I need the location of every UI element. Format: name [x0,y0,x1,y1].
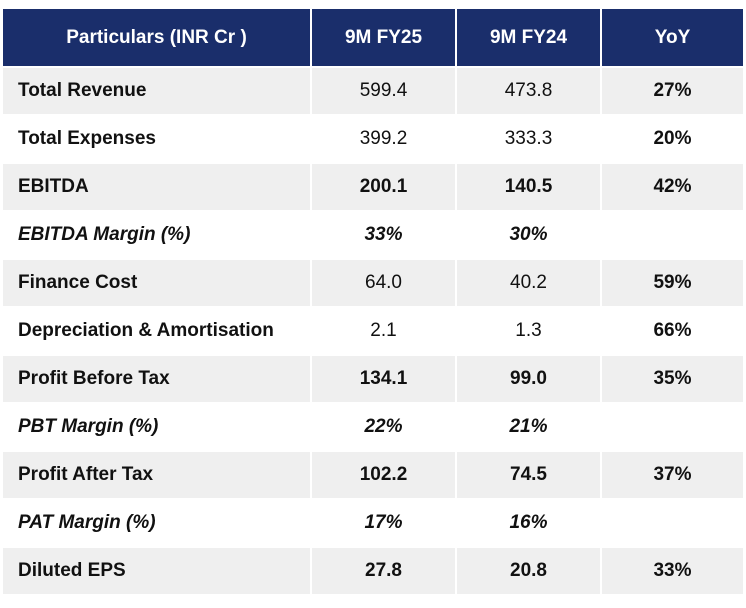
value-9m-fy24: 333.3 [456,114,602,164]
value-yoy: 37% [601,450,743,500]
table-header-row: Particulars (INR Cr ) 9M FY25 9M FY24 Yo… [3,9,743,67]
value-9m-fy25: 33% [311,210,457,260]
row-label: PAT Margin (%) [3,498,312,548]
value-yoy: 20% [601,114,743,164]
value-9m-fy25: 102.2 [311,450,457,500]
value-9m-fy24: 473.8 [456,66,602,116]
value-yoy: 35% [601,354,743,404]
value-yoy: 66% [601,306,743,356]
row-label: Total Revenue [3,66,312,116]
value-yoy: 59% [601,258,743,308]
row-label: Finance Cost [3,258,312,308]
table-row-depreciation-amortisation: Depreciation & Amortisation 2.1 1.3 66% [3,306,743,356]
header-yoy: YoY [601,9,743,67]
row-label: Total Expenses [3,114,312,164]
value-9m-fy25: 27.8 [311,546,457,596]
value-9m-fy25: 64.0 [311,258,457,308]
value-9m-fy24: 1.3 [456,306,602,356]
value-9m-fy24: 30% [456,210,602,260]
table-row-pbt-margin: PBT Margin (%) 22% 21% [3,402,743,452]
row-label: Diluted EPS [3,546,312,596]
value-yoy: 42% [601,162,743,212]
header-9m-fy25: 9M FY25 [311,9,457,67]
table-row-profit-before-tax: Profit Before Tax 134.1 99.0 35% [3,354,743,404]
value-9m-fy24: 16% [456,498,602,548]
table-row-profit-after-tax: Profit After Tax 102.2 74.5 37% [3,450,743,500]
table-row-ebitda-margin: EBITDA Margin (%) 33% 30% [3,210,743,260]
value-9m-fy25: 17% [311,498,457,548]
value-9m-fy25: 599.4 [311,66,457,116]
value-9m-fy24: 21% [456,402,602,452]
table-row-total-revenue: Total Revenue 599.4 473.8 27% [3,66,743,116]
value-yoy: 33% [601,546,743,596]
value-9m-fy25: 134.1 [311,354,457,404]
table-row-finance-cost: Finance Cost 64.0 40.2 59% [3,258,743,308]
value-yoy [601,210,743,260]
row-label: EBITDA Margin (%) [3,210,312,260]
value-9m-fy25: 22% [311,402,457,452]
row-label: Profit Before Tax [3,354,312,404]
table-row-ebitda: EBITDA 200.1 140.5 42% [3,162,743,212]
value-9m-fy24: 74.5 [456,450,602,500]
value-9m-fy24: 99.0 [456,354,602,404]
value-yoy [601,402,743,452]
financial-summary-table: Particulars (INR Cr ) 9M FY25 9M FY24 Yo… [3,9,743,596]
row-label: Profit After Tax [3,450,312,500]
table-row-pat-margin: PAT Margin (%) 17% 16% [3,498,743,548]
table-row-diluted-eps: Diluted EPS 27.8 20.8 33% [3,546,743,596]
value-9m-fy25: 399.2 [311,114,457,164]
financial-summary-table-container: Particulars (INR Cr ) 9M FY25 9M FY24 Yo… [3,9,743,596]
row-label: Depreciation & Amortisation [3,306,312,356]
value-yoy [601,498,743,548]
value-yoy: 27% [601,66,743,116]
header-9m-fy24: 9M FY24 [456,9,602,67]
value-9m-fy24: 40.2 [456,258,602,308]
value-9m-fy25: 2.1 [311,306,457,356]
value-9m-fy25: 200.1 [311,162,457,212]
value-9m-fy24: 20.8 [456,546,602,596]
row-label: EBITDA [3,162,312,212]
header-particulars: Particulars (INR Cr ) [3,9,312,67]
row-label: PBT Margin (%) [3,402,312,452]
value-9m-fy24: 140.5 [456,162,602,212]
table-row-total-expenses: Total Expenses 399.2 333.3 20% [3,114,743,164]
